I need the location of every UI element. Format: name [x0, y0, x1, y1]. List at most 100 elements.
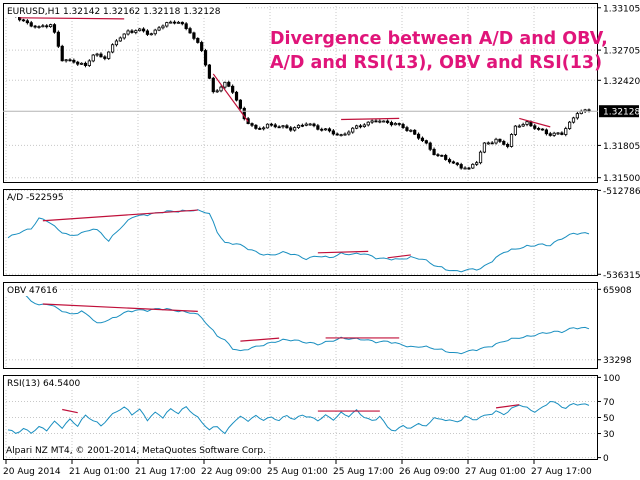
price-tick-label: 1.32420 — [603, 77, 640, 87]
candle — [273, 123, 277, 129]
candle — [25, 19, 29, 25]
candle — [343, 132, 347, 136]
candle — [203, 48, 208, 67]
x-tick-label: 21 Aug 17:00 — [135, 467, 196, 477]
annotation-line-1: Divergence between A/D and OBV, — [270, 29, 608, 49]
candle — [153, 28, 157, 36]
divergence-line — [240, 337, 280, 342]
candle — [312, 122, 316, 128]
candle — [397, 122, 401, 127]
candle — [494, 137, 498, 145]
x-tick-label: 27 Aug 01:00 — [465, 467, 526, 477]
ad-tick-label: -536315 — [603, 271, 640, 281]
candle — [165, 21, 169, 28]
candle — [339, 133, 343, 137]
candle — [103, 55, 107, 61]
candle — [482, 142, 487, 154]
candle — [521, 122, 525, 127]
divergence-line — [341, 117, 400, 121]
candle — [354, 124, 359, 130]
candle — [327, 127, 332, 133]
x-axis: 20 Aug 2014 21 Aug 01:00 21 Aug 17:00 22 Au… — [3, 460, 592, 477]
candle — [413, 129, 417, 135]
candle — [145, 29, 150, 36]
candle — [351, 126, 355, 134]
candle — [223, 81, 227, 89]
x-tick-label: 27 Aug 17:00 — [531, 467, 592, 477]
candle — [385, 119, 390, 124]
candle — [428, 141, 432, 152]
current-price-tag — [599, 105, 639, 118]
candle — [300, 123, 304, 128]
obv-label: OBV 47616 — [7, 286, 58, 296]
candle — [324, 128, 328, 131]
candle — [405, 125, 409, 132]
obv-line — [7, 288, 590, 355]
obv-tick-label: 33298 — [603, 356, 632, 366]
candle — [258, 126, 262, 130]
rsi-label: RSI(13) 64.5400 — [7, 379, 80, 389]
candle — [560, 131, 564, 136]
candle — [172, 20, 177, 25]
candle — [76, 60, 80, 66]
candle — [29, 20, 33, 28]
ad-label-bg — [5, 191, 71, 203]
divergence-line — [19, 17, 125, 20]
candle — [33, 24, 37, 29]
candle — [471, 163, 475, 169]
candle — [409, 129, 413, 133]
price-tick-label: 1.33105 — [603, 4, 640, 14]
price-tick-label: 1.32705 — [603, 47, 640, 57]
candle — [502, 139, 506, 146]
candle — [64, 59, 68, 63]
candle — [45, 24, 49, 29]
price-label: EURUSD,H1 1.32142 1.32162 1.32118 1.3212… — [7, 7, 221, 17]
candle — [308, 122, 312, 126]
candle — [455, 162, 459, 167]
price-tick-label: 1.31805 — [603, 142, 640, 152]
ad-label: A/D -522595 — [7, 193, 64, 203]
candle — [432, 147, 436, 156]
candle — [285, 124, 289, 129]
candle — [87, 59, 91, 67]
candle — [107, 51, 111, 60]
candle — [513, 125, 518, 137]
candle — [424, 139, 428, 145]
divergence-line — [42, 209, 198, 222]
candle — [277, 125, 281, 129]
candle — [52, 23, 57, 34]
candle — [463, 166, 467, 170]
candle — [134, 29, 138, 35]
candle — [459, 162, 463, 170]
candle — [68, 58, 72, 62]
annotation-line-2: A/D and RSI(13), OBV and RSI(13) — [270, 53, 602, 73]
rsi-frame — [3, 375, 598, 460]
rsi-tick-label: 70 — [603, 398, 615, 408]
x-tick-label: 21 Aug 01:00 — [69, 467, 130, 477]
rsi-label-bg — [5, 377, 93, 389]
candle — [83, 61, 88, 68]
candle — [180, 21, 184, 26]
rsi-line — [7, 400, 590, 435]
candle — [293, 126, 297, 132]
candle — [366, 121, 370, 127]
candle — [498, 138, 502, 144]
candle — [141, 27, 146, 33]
candle — [176, 20, 181, 24]
candle — [188, 26, 192, 34]
ad-frame — [3, 189, 598, 276]
candle — [587, 108, 591, 113]
x-tick-label: 26 Aug 09:00 — [399, 467, 460, 477]
candle — [242, 106, 246, 121]
obv-frame — [3, 282, 598, 369]
candle — [362, 123, 366, 128]
candle — [49, 23, 53, 28]
candle — [149, 32, 153, 36]
candle — [568, 120, 572, 130]
candle — [56, 30, 60, 48]
candle — [517, 124, 521, 128]
candle — [60, 44, 64, 62]
candle — [575, 111, 579, 120]
divergence-line — [212, 73, 249, 122]
